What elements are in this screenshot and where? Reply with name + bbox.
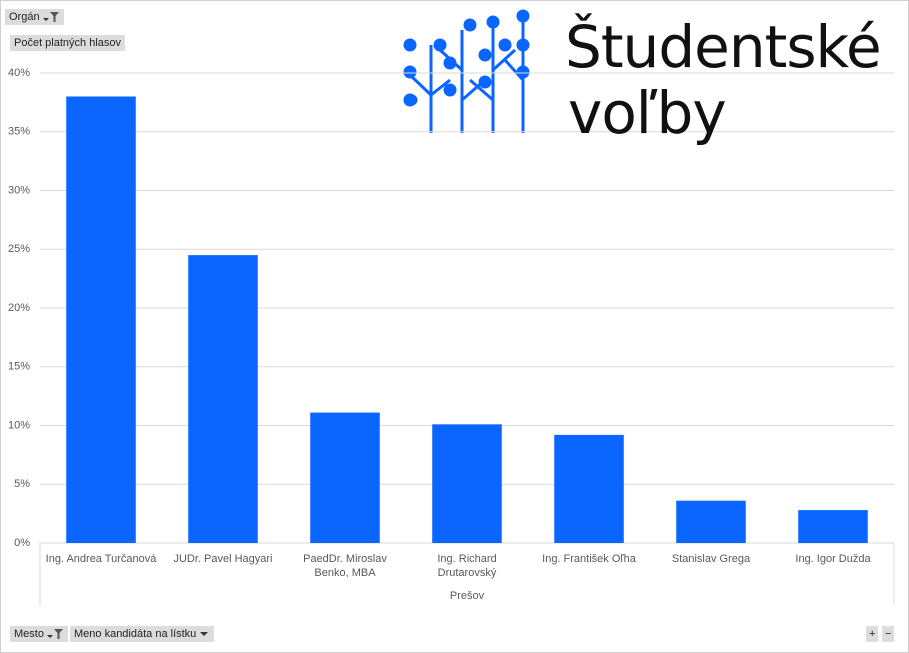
y-tick-label: 0% [14,537,30,549]
bar [66,96,136,543]
x-tick-label: Ing. Richard Drutarovský [437,553,497,579]
logo-line1: Študentské [565,13,882,81]
x-tick-label: JUDr. Pavel Hagyari [173,553,273,565]
collapse-button[interactable]: − [882,626,895,642]
logo-icon [403,9,530,133]
x-tick-label: PaedDr. Miroslav Benko, MBA [303,553,387,579]
y-tick-label: 5% [14,478,30,490]
bar [432,424,502,543]
group-label: Prešov [450,590,485,602]
axis-field-button[interactable]: Mesto [10,626,68,642]
filter-label: Orgán [9,11,40,23]
bar [310,412,380,543]
x-tick-label: Ing. Igor Dužda [795,553,871,565]
axis-field-label: Mesto [14,628,44,640]
y-tick-label: 35% [8,126,30,138]
bar [554,434,624,543]
y-tick-label: 20% [8,302,30,314]
axis-field-label: Meno kandidáta na lístku [74,628,197,640]
x-tick-label: Stanislav Grega [671,553,751,565]
y-tick-label: 15% [8,361,30,373]
value-field-button[interactable]: Počet platných hlasov [10,35,126,51]
bar [676,500,746,543]
y-tick-label: 40% [8,67,30,79]
filter-icon [42,12,59,23]
logo-line2: voľby [568,79,727,147]
y-tick-label: 10% [8,419,30,431]
bar [798,510,868,543]
axis-field-button[interactable]: Meno kandidáta na lístku [70,626,215,642]
expand-button[interactable]: + [866,626,879,642]
x-tick-label: Ing. Andrea Turčanová [45,553,157,565]
y-tick-label: 30% [8,184,30,196]
filter-button[interactable]: Orgán [5,9,64,25]
dropdown-icon [200,632,209,637]
filter-icon [46,629,63,640]
bar [188,255,258,543]
y-tick-label: 25% [8,243,30,255]
x-tick-label: Ing. František Oľha [542,553,636,565]
